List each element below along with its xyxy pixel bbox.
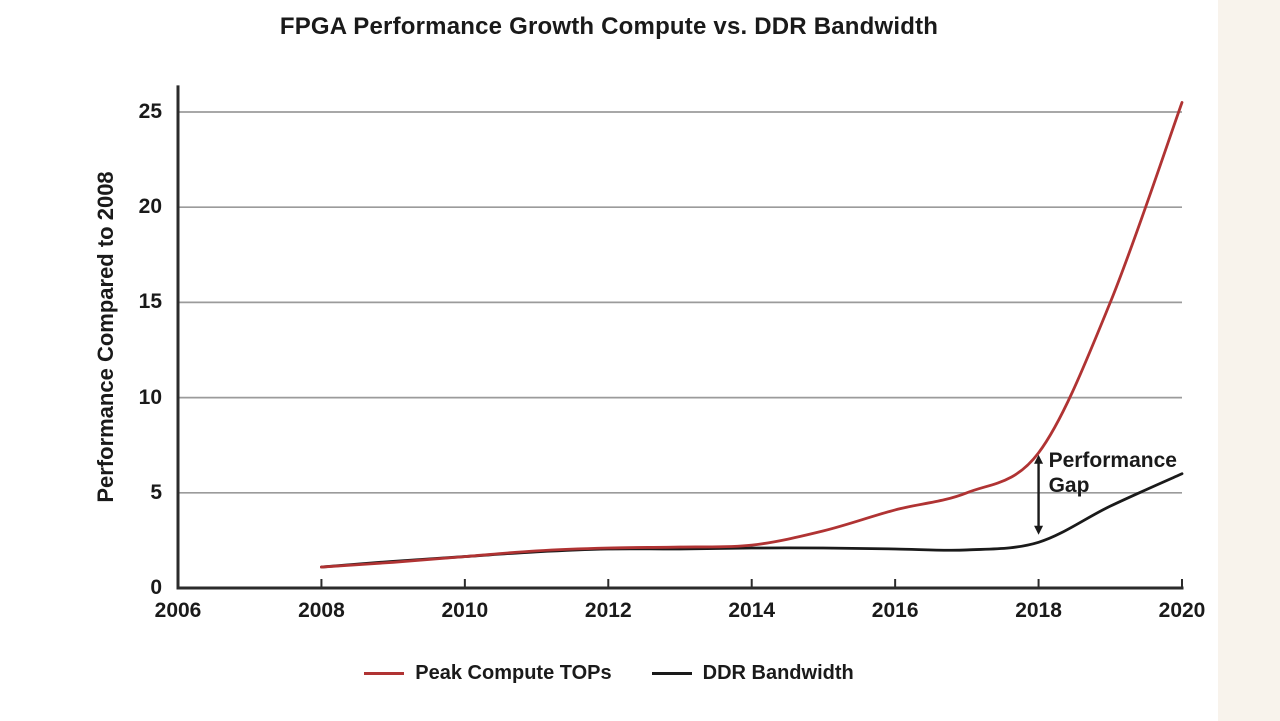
gap-arrow-head-bottom [1034, 525, 1044, 535]
y-tick-label-5: 5 [150, 480, 162, 504]
performance-gap-annotation: Performance Gap [1049, 448, 1177, 498]
background-right-strip [1218, 0, 1280, 721]
legend-item-ddr-bandwidth: DDR Bandwidth [651, 662, 854, 685]
gap-arrow-head-top [1034, 454, 1044, 464]
x-tick-label-2016: 2016 [871, 599, 919, 622]
legend: Peak Compute TOPs DDR Bandwidth [0, 662, 1218, 685]
y-tick-label-0: 0 [150, 576, 162, 599]
x-tick-label-2010: 2010 [441, 599, 489, 622]
y-tick-label-20: 20 [138, 195, 162, 219]
y-tick-label-10: 10 [138, 385, 162, 409]
x-tick-label-2018: 2018 [1015, 599, 1062, 622]
legend-label-ddr-bandwidth: DDR Bandwidth [702, 662, 854, 684]
chart-title: FPGA Performance Growth Compute vs. DDR … [279, 13, 939, 40]
x-tick-label-2020: 2020 [1158, 599, 1206, 622]
series-line-peak-compute-tops [320, 101, 1184, 569]
x-tick-label-2014: 2014 [728, 599, 776, 622]
annotation-line-1: Performance [1048, 448, 1177, 472]
legend-label-peak-compute-tops: Peak Compute TOPs [415, 662, 612, 684]
x-tick-label-2012: 2012 [584, 599, 632, 622]
peak-compute-line-swatch [364, 672, 405, 675]
y-tick-label-15: 15 [138, 290, 162, 314]
annotation-line-2: Gap [1048, 473, 1090, 497]
x-tick-label-2006: 2006 [154, 599, 202, 622]
ddr-bandwidth-line-swatch [651, 672, 692, 675]
y-tick-label-25: 25 [138, 100, 162, 123]
legend-item-peak-compute-tops: Peak Compute TOPs [364, 662, 612, 685]
x-tick-label-2008: 2008 [298, 599, 345, 622]
